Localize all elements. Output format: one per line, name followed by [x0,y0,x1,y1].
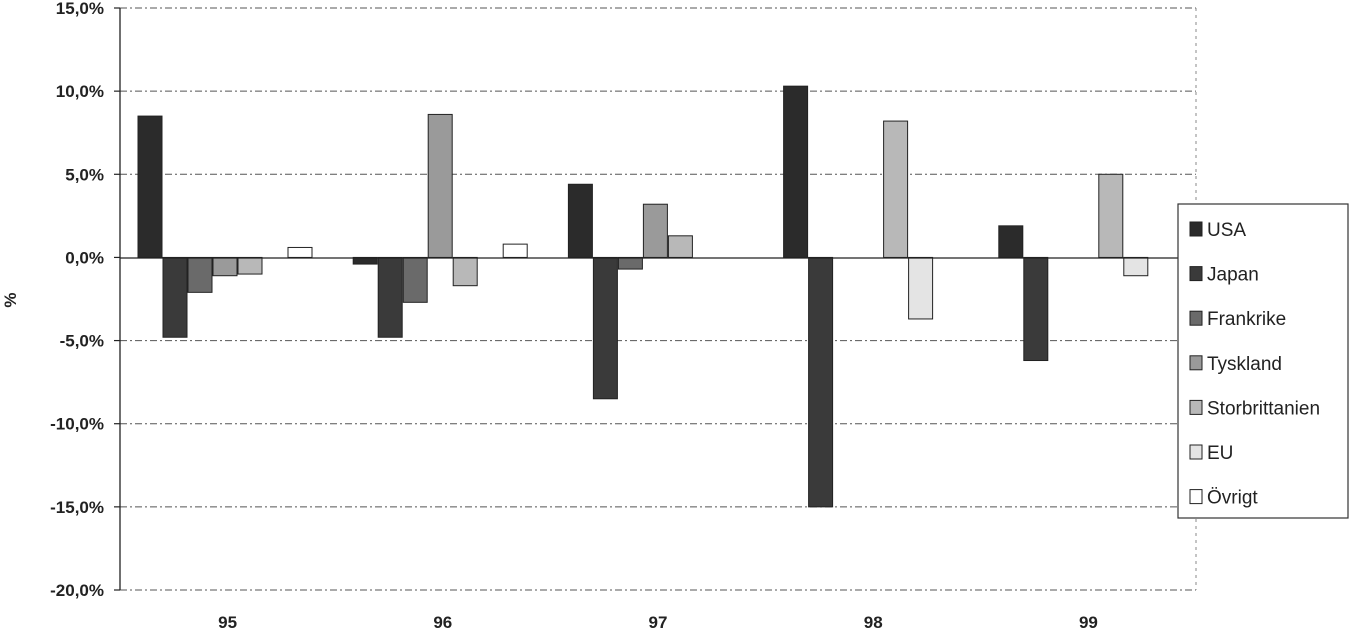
x-tick-label: 95 [218,613,237,632]
legend-swatch [1189,489,1203,505]
bar-usa-98 [783,85,809,258]
bar-usa-95 [137,115,163,258]
legend-label: Övrigt [1207,488,1258,509]
bar-storbrittanien-95 [237,256,263,275]
legend-swatch [1189,221,1203,237]
x-tick-label: 99 [1079,613,1098,632]
legend-swatch [1189,266,1203,282]
bar-tyskland-96 [427,113,453,258]
y-tick-label: -15,0% [50,498,104,517]
bar-usa-99 [998,225,1024,258]
x-tick-label: 98 [864,613,883,632]
bar-storbrittanien-97 [667,235,693,258]
bar-japan-95 [162,256,188,338]
legend-label: Tyskland [1207,354,1282,375]
y-axis-ticks: 15,0% 10,0% 5,0% 0,0% -5,0% -10,0% -15,0% -20,0… [50,0,120,600]
x-tick-label: 97 [649,613,668,632]
bar-japan-96 [377,256,403,338]
legend-label: Japan [1207,265,1259,286]
bar-japan-99 [1023,256,1049,362]
legend-swatch [1189,310,1203,326]
legend-label: USA [1207,220,1246,241]
bars [137,85,1149,508]
legend-label: EU [1207,443,1233,464]
y-tick-label: -20,0% [50,581,104,600]
bar-tyskland-95 [212,256,238,277]
bar-japan-97 [592,256,618,400]
bar-storbrittanien-98 [883,120,909,258]
y-tick-label: 15,0% [56,0,104,18]
legend-label: Storbrittanien [1207,398,1320,419]
bar-usa-97 [567,183,593,258]
legend-swatch [1189,444,1203,460]
legend-swatch [1189,399,1203,415]
legend: USA Japan Frankrike Tyskland Storbrittanien E… [1177,203,1349,519]
bar-storbrittanien-96 [452,256,478,287]
legend-label: Frankrike [1207,309,1286,330]
y-tick-label: 0,0% [65,248,104,267]
x-tick-label: 96 [433,613,452,632]
bar-eu-98 [908,256,934,320]
bar-japan-98 [808,256,834,508]
y-axis-title: % [1,292,20,307]
x-axis-labels: 95 96 97 98 99 [218,613,1098,632]
y-tick-label: -10,0% [50,415,104,434]
y-tick-label: 5,0% [65,165,104,184]
bar-tyskland-97 [642,203,668,258]
bar-storbrittanien-99 [1098,173,1124,258]
bar--vrigt-96 [502,243,528,258]
legend-box [1177,203,1349,519]
bar-eu-99 [1123,256,1149,277]
bar-frankrike-97 [617,256,643,270]
y-tick-label: 10,0% [56,82,104,101]
bar-frankrike-96 [402,256,428,303]
y-tick-label: -5,0% [60,332,104,351]
bar--vrigt-95 [287,246,313,258]
bar-frankrike-95 [187,256,213,293]
legend-swatch [1189,355,1203,371]
